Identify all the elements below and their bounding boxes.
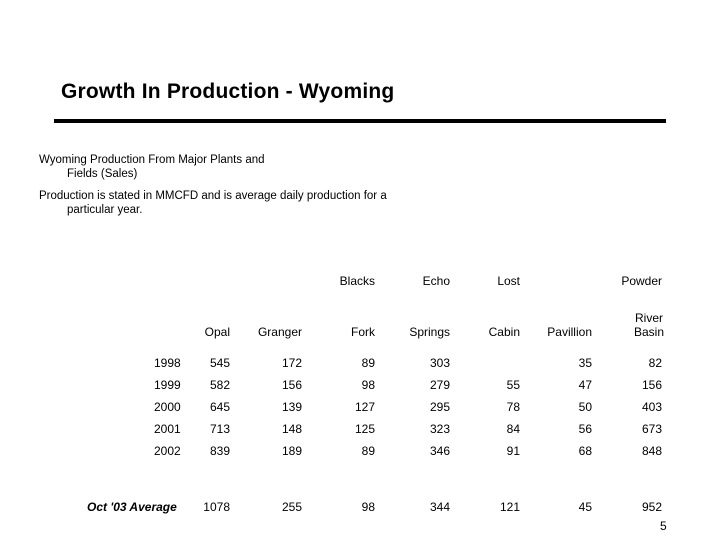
table-cell: 139 [281, 400, 302, 414]
table-cell: 78 [506, 400, 520, 414]
table-cell: 848 [641, 444, 662, 458]
page-number: 5 [660, 519, 667, 533]
column-header: Basin [633, 325, 665, 339]
table-cell: 156 [641, 378, 662, 392]
table-cell: 121 [499, 500, 520, 514]
column-header: Powder [621, 274, 662, 288]
note-line: particular year. [67, 204, 143, 216]
column-header: Pavillion [547, 325, 592, 339]
note-production-units: Production is stated in MMCFD and is ave… [39, 189, 387, 217]
row-year: 1999 [154, 378, 181, 392]
table-cell: 50 [578, 400, 592, 414]
column-header: Granger [257, 325, 302, 339]
table-cell: 673 [641, 422, 662, 436]
table-cell: 1078 [203, 500, 230, 514]
row-year: 2001 [154, 422, 181, 436]
table-cell: 68 [578, 444, 592, 458]
column-header: River [634, 311, 663, 325]
table-cell: 189 [281, 444, 302, 458]
table-cell: 713 [209, 422, 230, 436]
table-cell: 323 [429, 422, 450, 436]
table-cell: 172 [281, 356, 302, 370]
slide-title: Growth In Production - Wyoming [61, 80, 395, 103]
column-header: Cabin [488, 325, 520, 339]
table-cell: 952 [641, 500, 662, 514]
table-cell: 295 [429, 400, 450, 414]
table-cell: 545 [209, 356, 230, 370]
table-cell: 98 [361, 378, 375, 392]
table-cell: 89 [361, 356, 375, 370]
table-cell: 344 [429, 500, 450, 514]
note-line: Production is stated in MMCFD and is ave… [39, 190, 387, 202]
note-production-source: Wyoming Production From Major Plants and… [39, 153, 265, 181]
table-cell: 35 [578, 356, 592, 370]
table-cell: 91 [506, 444, 520, 458]
row-year: 2002 [154, 444, 181, 458]
table-cell: 303 [429, 356, 450, 370]
table-cell: 56 [578, 422, 592, 436]
table-cell: 45 [578, 500, 592, 514]
column-header: Lost [497, 274, 520, 288]
table-cell: 156 [281, 378, 302, 392]
table-cell: 89 [361, 444, 375, 458]
table-cell: 279 [429, 378, 450, 392]
table-cell: 582 [209, 378, 230, 392]
table-cell: 98 [361, 500, 375, 514]
column-header: Fork [351, 325, 375, 339]
table-cell: 125 [354, 422, 375, 436]
table-cell: 127 [354, 400, 375, 414]
table-cell: 148 [281, 422, 302, 436]
table-cell: 84 [506, 422, 520, 436]
row-year: 2000 [154, 400, 181, 414]
table-cell: 82 [648, 356, 662, 370]
table-cell: 255 [281, 500, 302, 514]
table-cell: 403 [641, 400, 662, 414]
title-divider [54, 119, 666, 123]
table-cell: 839 [209, 444, 230, 458]
table-cell: 346 [429, 444, 450, 458]
column-header: Echo [422, 274, 450, 288]
table-cell: 645 [209, 400, 230, 414]
table-cell: 47 [578, 378, 592, 392]
column-header: Springs [409, 325, 450, 339]
row-label-average: Oct '03 Average [87, 500, 177, 514]
note-line: Fields (Sales) [67, 168, 138, 180]
table-cell: 55 [506, 378, 520, 392]
note-line: Wyoming Production From Major Plants and [39, 154, 265, 166]
column-header: Blacks [339, 274, 375, 288]
row-year: 1998 [154, 356, 181, 370]
column-header: Opal [204, 325, 230, 339]
